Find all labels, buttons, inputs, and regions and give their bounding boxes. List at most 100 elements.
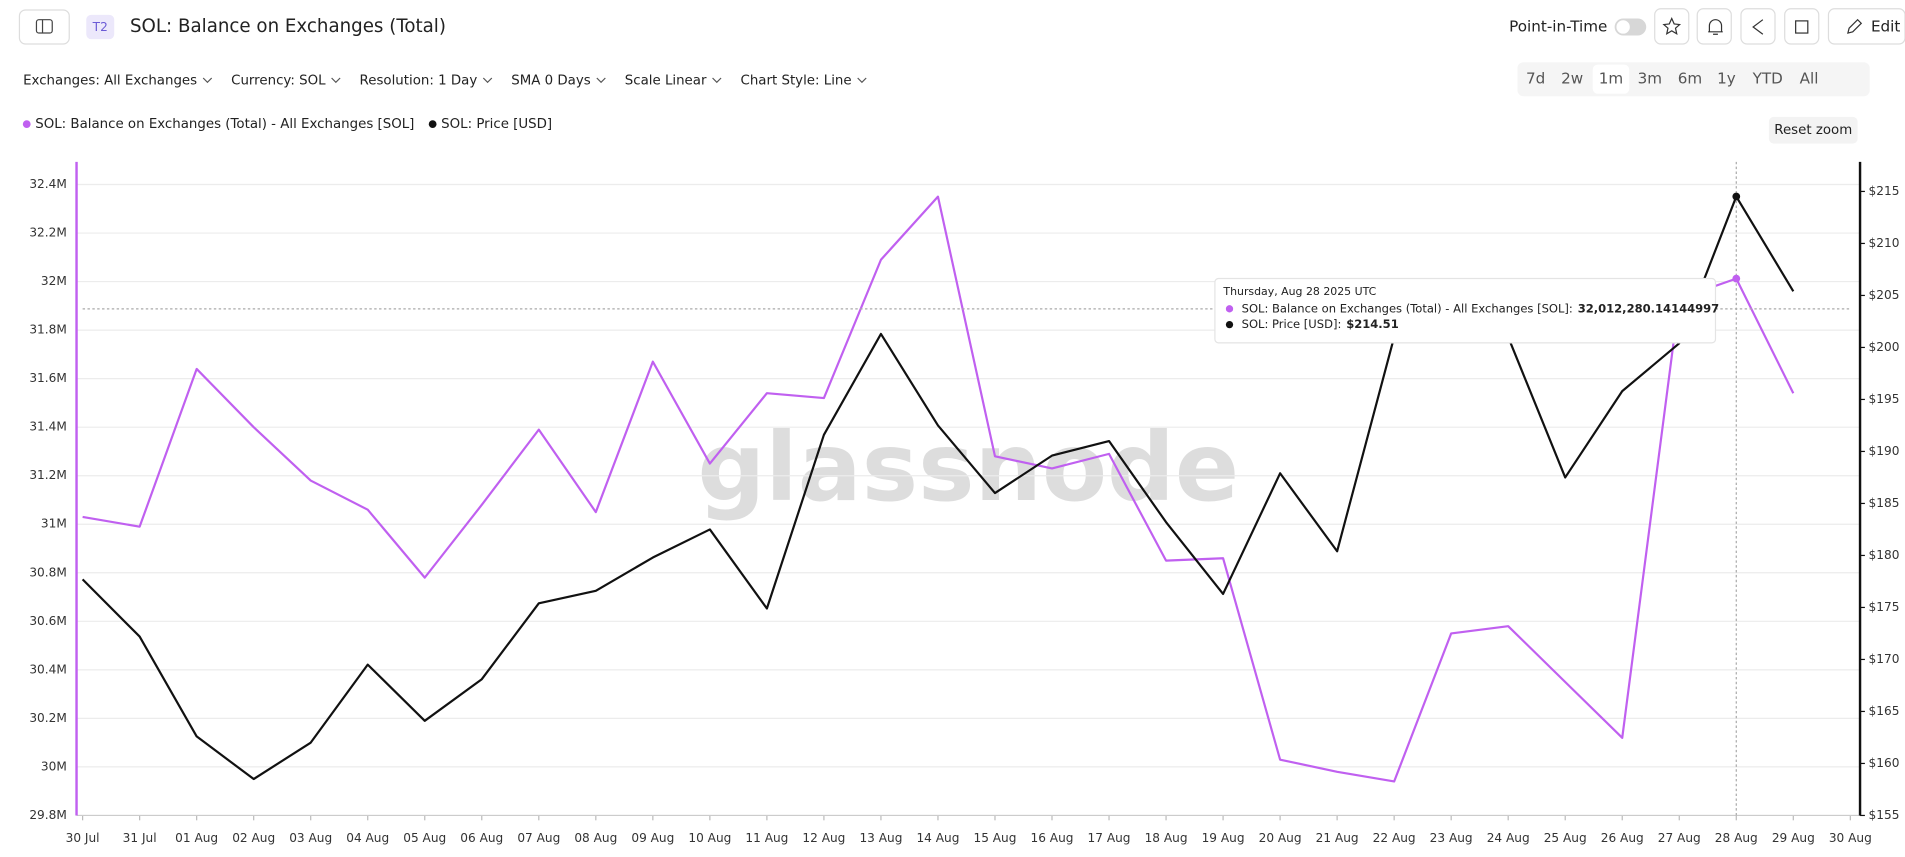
y-tick-label: 32.2M	[29, 226, 66, 240]
y-tick-label: 32M	[41, 274, 67, 288]
filter-label[interactable]: SMA 0 Days	[511, 73, 591, 88]
reset-zoom-label: Reset zoom	[1774, 123, 1852, 138]
y2-tick-label: $200	[1869, 340, 1900, 354]
x-tick-label: 08 Aug	[574, 831, 617, 845]
tooltip-label: SOL: Balance on Exchanges (Total) - All …	[1242, 301, 1573, 315]
zoom-button[interactable]: 7d	[1526, 70, 1545, 88]
y2-tick-label: $155	[1869, 808, 1900, 822]
star-icon	[1662, 16, 1682, 35]
x-tick-label: 03 Aug	[289, 831, 332, 845]
chevron	[482, 77, 493, 84]
chevron	[331, 77, 341, 84]
share-button[interactable]	[1740, 8, 1776, 45]
hover-point	[1732, 192, 1741, 201]
y2-tick-label: $210	[1869, 236, 1900, 250]
filter-label[interactable]: Scale Linear	[625, 73, 707, 88]
y2-tick-label: $205	[1869, 288, 1900, 302]
y2-tick-label: $170	[1869, 652, 1900, 666]
filter-label[interactable]: Currency: SOL	[231, 73, 326, 88]
x-tick-label: 10 Aug	[688, 831, 731, 845]
page-title: SOL: Balance on Exchanges (Total)	[130, 16, 446, 37]
chevron	[596, 77, 606, 84]
zoom-active	[1592, 64, 1630, 94]
x-tick-label: 01 Aug	[175, 831, 218, 845]
y-tick-label: 31.2M	[29, 468, 66, 482]
y-tick-label: 29.8M	[29, 808, 66, 822]
zoom-button[interactable]: 1y	[1717, 70, 1736, 88]
legend-label[interactable]: SOL: Balance on Exchanges (Total) - All …	[35, 117, 414, 132]
x-tick-label: 05 Aug	[403, 831, 446, 845]
reset-zoom-button[interactable]	[1768, 116, 1858, 144]
toggle-knob	[1616, 20, 1630, 34]
sidebar-button[interactable]	[18, 9, 70, 45]
x-tick-label: 20 Aug	[1259, 831, 1302, 845]
x-tick-label: 30 Jul	[66, 831, 100, 845]
y-tick-label: 31M	[41, 517, 67, 531]
tooltip-date: Thursday, Aug 28 2025 UTC	[1222, 285, 1376, 298]
y2-tick-label: $215	[1869, 184, 1900, 198]
share-icon	[1752, 19, 1764, 35]
x-tick-label: 14 Aug	[916, 831, 959, 845]
edit-button[interactable]	[1827, 8, 1905, 45]
x-tick-label: 19 Aug	[1202, 831, 1245, 845]
x-tick-label: 21 Aug	[1316, 831, 1359, 845]
x-tick-label: 22 Aug	[1373, 831, 1416, 845]
tooltip-box	[1214, 277, 1717, 344]
edit-icon	[1847, 18, 1863, 34]
tooltip-dot	[1225, 305, 1234, 313]
y2-tick-label: $180	[1869, 548, 1900, 562]
chevron	[857, 77, 867, 84]
zoom-button[interactable]: 3m	[1638, 70, 1662, 88]
x-tick-label: 29 Aug	[1772, 831, 1815, 845]
x-tick-label: 12 Aug	[802, 831, 845, 845]
x-tick-label: 18 Aug	[1145, 831, 1188, 845]
filter-label[interactable]: Chart Style: Line	[741, 73, 852, 88]
tooltip-label: SOL: Price [USD]:	[1242, 317, 1342, 331]
chevron	[202, 77, 213, 84]
zoom-button[interactable]: 6m	[1678, 70, 1702, 88]
copy-button[interactable]	[1784, 8, 1820, 45]
y2-tick-label: $175	[1869, 600, 1900, 614]
watermark: glassnode	[697, 413, 1239, 523]
x-tick-label: 23 Aug	[1430, 831, 1473, 845]
chevron	[712, 77, 722, 84]
x-tick-label: 27 Aug	[1658, 831, 1701, 845]
x-tick-label: 31 Jul	[123, 831, 157, 845]
star-button[interactable]	[1654, 8, 1690, 45]
y2-tick-label: $185	[1869, 496, 1900, 510]
x-tick-label: 30 Aug	[1829, 831, 1872, 845]
series-line	[82, 195, 1795, 783]
zoom-button[interactable]: 2w	[1561, 70, 1583, 88]
x-tick-label: 02 Aug	[232, 831, 275, 845]
x-tick-label: 24 Aug	[1487, 831, 1530, 845]
x-tick-label: 28 Aug	[1715, 831, 1758, 845]
x-tick-label: 25 Aug	[1544, 831, 1587, 845]
x-tick-label: 16 Aug	[1031, 831, 1074, 845]
y2-tick-label: $190	[1869, 444, 1900, 458]
legend-dot	[428, 120, 437, 129]
y-tick-label: 30M	[41, 759, 67, 773]
tooltip-dot	[1225, 320, 1234, 329]
filter-label[interactable]: Exchanges: All Exchanges	[23, 73, 197, 88]
x-tick-label: 04 Aug	[346, 831, 389, 845]
zoom-button[interactable]: 1m	[1599, 70, 1623, 88]
tooltip-value: $214.51	[1346, 317, 1399, 331]
y-tick-label: 30.4M	[29, 662, 66, 676]
x-tick-label: 13 Aug	[859, 831, 902, 845]
x-tick-label: 07 Aug	[517, 831, 560, 845]
y-tick-label: 32.4M	[29, 177, 66, 191]
alert-button[interactable]	[1696, 8, 1732, 45]
x-tick-label: 11 Aug	[745, 831, 788, 845]
y2-tick-label: $165	[1869, 704, 1900, 718]
legend-dot	[22, 120, 31, 129]
x-tick-label: 09 Aug	[631, 831, 674, 845]
tooltip-value: 32,012,280.14144997	[1578, 301, 1720, 315]
copy-icon	[1795, 20, 1809, 34]
legend-label[interactable]: SOL: Price [USD]	[441, 117, 552, 132]
zoom-button[interactable]: All	[1800, 70, 1819, 88]
filter-label[interactable]: Resolution: 1 Day	[360, 73, 478, 88]
edit-label: Edit	[1871, 17, 1900, 35]
zoom-button[interactable]: YTD	[1752, 70, 1783, 88]
